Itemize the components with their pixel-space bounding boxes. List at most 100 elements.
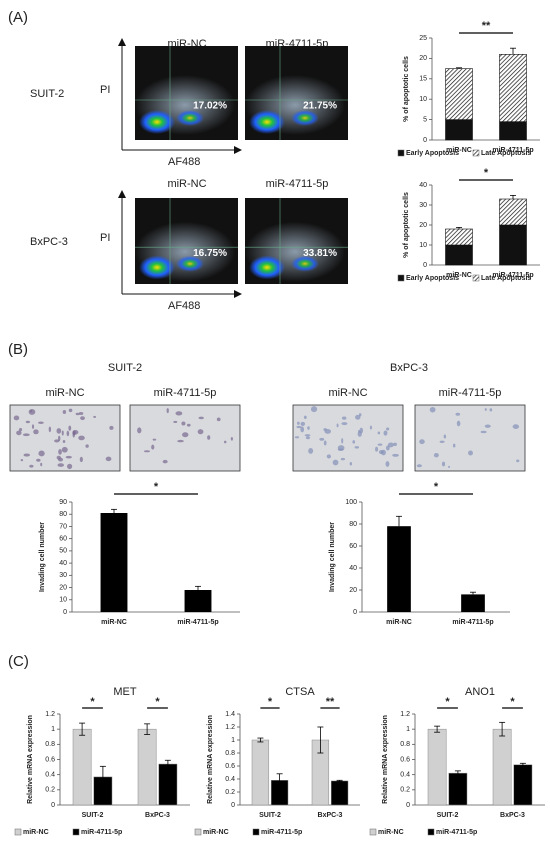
micrograph bbox=[9, 404, 121, 472]
axis-label: PI bbox=[100, 84, 110, 96]
y-tick-label: 10 bbox=[419, 242, 427, 249]
cell bbox=[387, 442, 394, 448]
cell bbox=[319, 437, 325, 441]
cell bbox=[341, 438, 344, 444]
cell bbox=[310, 406, 318, 413]
x-tick-label: miR-4711-5p bbox=[177, 619, 218, 626]
y-tick-label: 1.2 bbox=[400, 711, 410, 718]
cell bbox=[68, 408, 73, 413]
cell bbox=[40, 462, 43, 467]
bar bbox=[330, 780, 349, 806]
legend-swatch bbox=[369, 828, 377, 836]
cluster bbox=[249, 110, 285, 134]
cell bbox=[62, 410, 67, 414]
x-tick-label: miR-4711-5p bbox=[452, 619, 493, 626]
cell bbox=[20, 458, 24, 462]
cluster bbox=[176, 110, 204, 126]
cell bbox=[25, 420, 30, 424]
cell bbox=[452, 443, 456, 448]
legend-swatch bbox=[427, 828, 435, 836]
y-tick-label: 70 bbox=[59, 523, 67, 530]
cell bbox=[105, 456, 112, 462]
cell bbox=[197, 429, 204, 435]
panel-label: (A) bbox=[8, 9, 28, 26]
bar bbox=[72, 728, 92, 806]
arrow-head bbox=[234, 146, 242, 154]
x-tick-label: miR-NC bbox=[446, 272, 472, 279]
bar bbox=[513, 764, 533, 806]
cell bbox=[377, 443, 383, 446]
cell bbox=[58, 457, 64, 462]
legend-swatch bbox=[472, 149, 480, 157]
micrograph bbox=[292, 404, 404, 472]
cell bbox=[85, 444, 89, 448]
y-tick-label: 0.6 bbox=[45, 756, 55, 763]
cell bbox=[392, 453, 399, 457]
x-tick-label: miR-NC bbox=[446, 147, 472, 154]
cell bbox=[33, 429, 39, 435]
x-tick-label: miR-NC bbox=[386, 619, 412, 626]
bar-segment bbox=[445, 68, 473, 120]
cell bbox=[307, 426, 310, 430]
cell bbox=[341, 416, 347, 420]
cell bbox=[78, 411, 84, 415]
cluster bbox=[139, 255, 175, 280]
cell bbox=[300, 426, 305, 433]
chart-title: ANO1 bbox=[465, 686, 495, 698]
cell bbox=[18, 428, 23, 432]
cell bbox=[456, 420, 461, 427]
cell bbox=[13, 415, 20, 421]
column-label: miR-NC bbox=[45, 387, 84, 399]
cell bbox=[93, 415, 97, 418]
cell bbox=[296, 425, 302, 429]
cell bbox=[61, 446, 68, 453]
cell bbox=[56, 428, 62, 434]
y-tick-label: 0 bbox=[63, 609, 67, 616]
y-tick-label: 10 bbox=[419, 96, 427, 103]
column-label: miR-NC bbox=[167, 178, 206, 190]
cell bbox=[385, 461, 390, 467]
legend-label: miR-NC bbox=[203, 829, 229, 836]
cell bbox=[357, 431, 362, 437]
legend-label: Late Apoptosis bbox=[481, 275, 531, 282]
chart-title: MET bbox=[113, 686, 137, 698]
cell bbox=[30, 410, 33, 413]
x-tick-label: miR-4711-5p bbox=[492, 272, 533, 279]
cell bbox=[61, 430, 64, 436]
cell bbox=[152, 438, 157, 441]
y-tick-label: 10 bbox=[59, 597, 67, 604]
y-tick-label: 0 bbox=[51, 802, 55, 809]
y-tick-label: 60 bbox=[59, 536, 67, 543]
cell bbox=[58, 448, 62, 455]
bar-segment bbox=[499, 198, 527, 226]
cell bbox=[369, 425, 373, 430]
significance: ** bbox=[482, 20, 491, 32]
bar-segment bbox=[499, 224, 527, 266]
cell bbox=[297, 421, 300, 425]
cell bbox=[22, 433, 30, 437]
y-tick-label: 90 bbox=[59, 499, 67, 506]
cell bbox=[352, 440, 356, 444]
column-label: miR-4711-5p bbox=[266, 178, 329, 190]
cell bbox=[300, 421, 306, 426]
row-label: SUIT-2 bbox=[30, 88, 64, 100]
cell bbox=[182, 432, 189, 438]
cell bbox=[340, 457, 345, 461]
cell bbox=[198, 416, 204, 420]
y-tick-label: 40 bbox=[59, 560, 67, 567]
y-axis-label: Invading cell number bbox=[329, 522, 336, 592]
cell bbox=[326, 454, 332, 459]
cell bbox=[223, 440, 227, 444]
x-tick-label: SUIT-2 bbox=[437, 812, 459, 819]
cell bbox=[67, 463, 73, 470]
cell bbox=[332, 459, 339, 466]
legend-swatch bbox=[72, 828, 80, 836]
legend-label: Early Apoptosis bbox=[406, 150, 459, 157]
bar bbox=[158, 763, 178, 806]
legend-swatch bbox=[14, 828, 22, 836]
legend-label: Late Apoptosis bbox=[481, 150, 531, 157]
y-axis-label: % of apoptotic cells bbox=[403, 56, 410, 122]
cell bbox=[349, 461, 353, 466]
cell bbox=[181, 421, 186, 426]
bar-segment bbox=[499, 54, 527, 122]
